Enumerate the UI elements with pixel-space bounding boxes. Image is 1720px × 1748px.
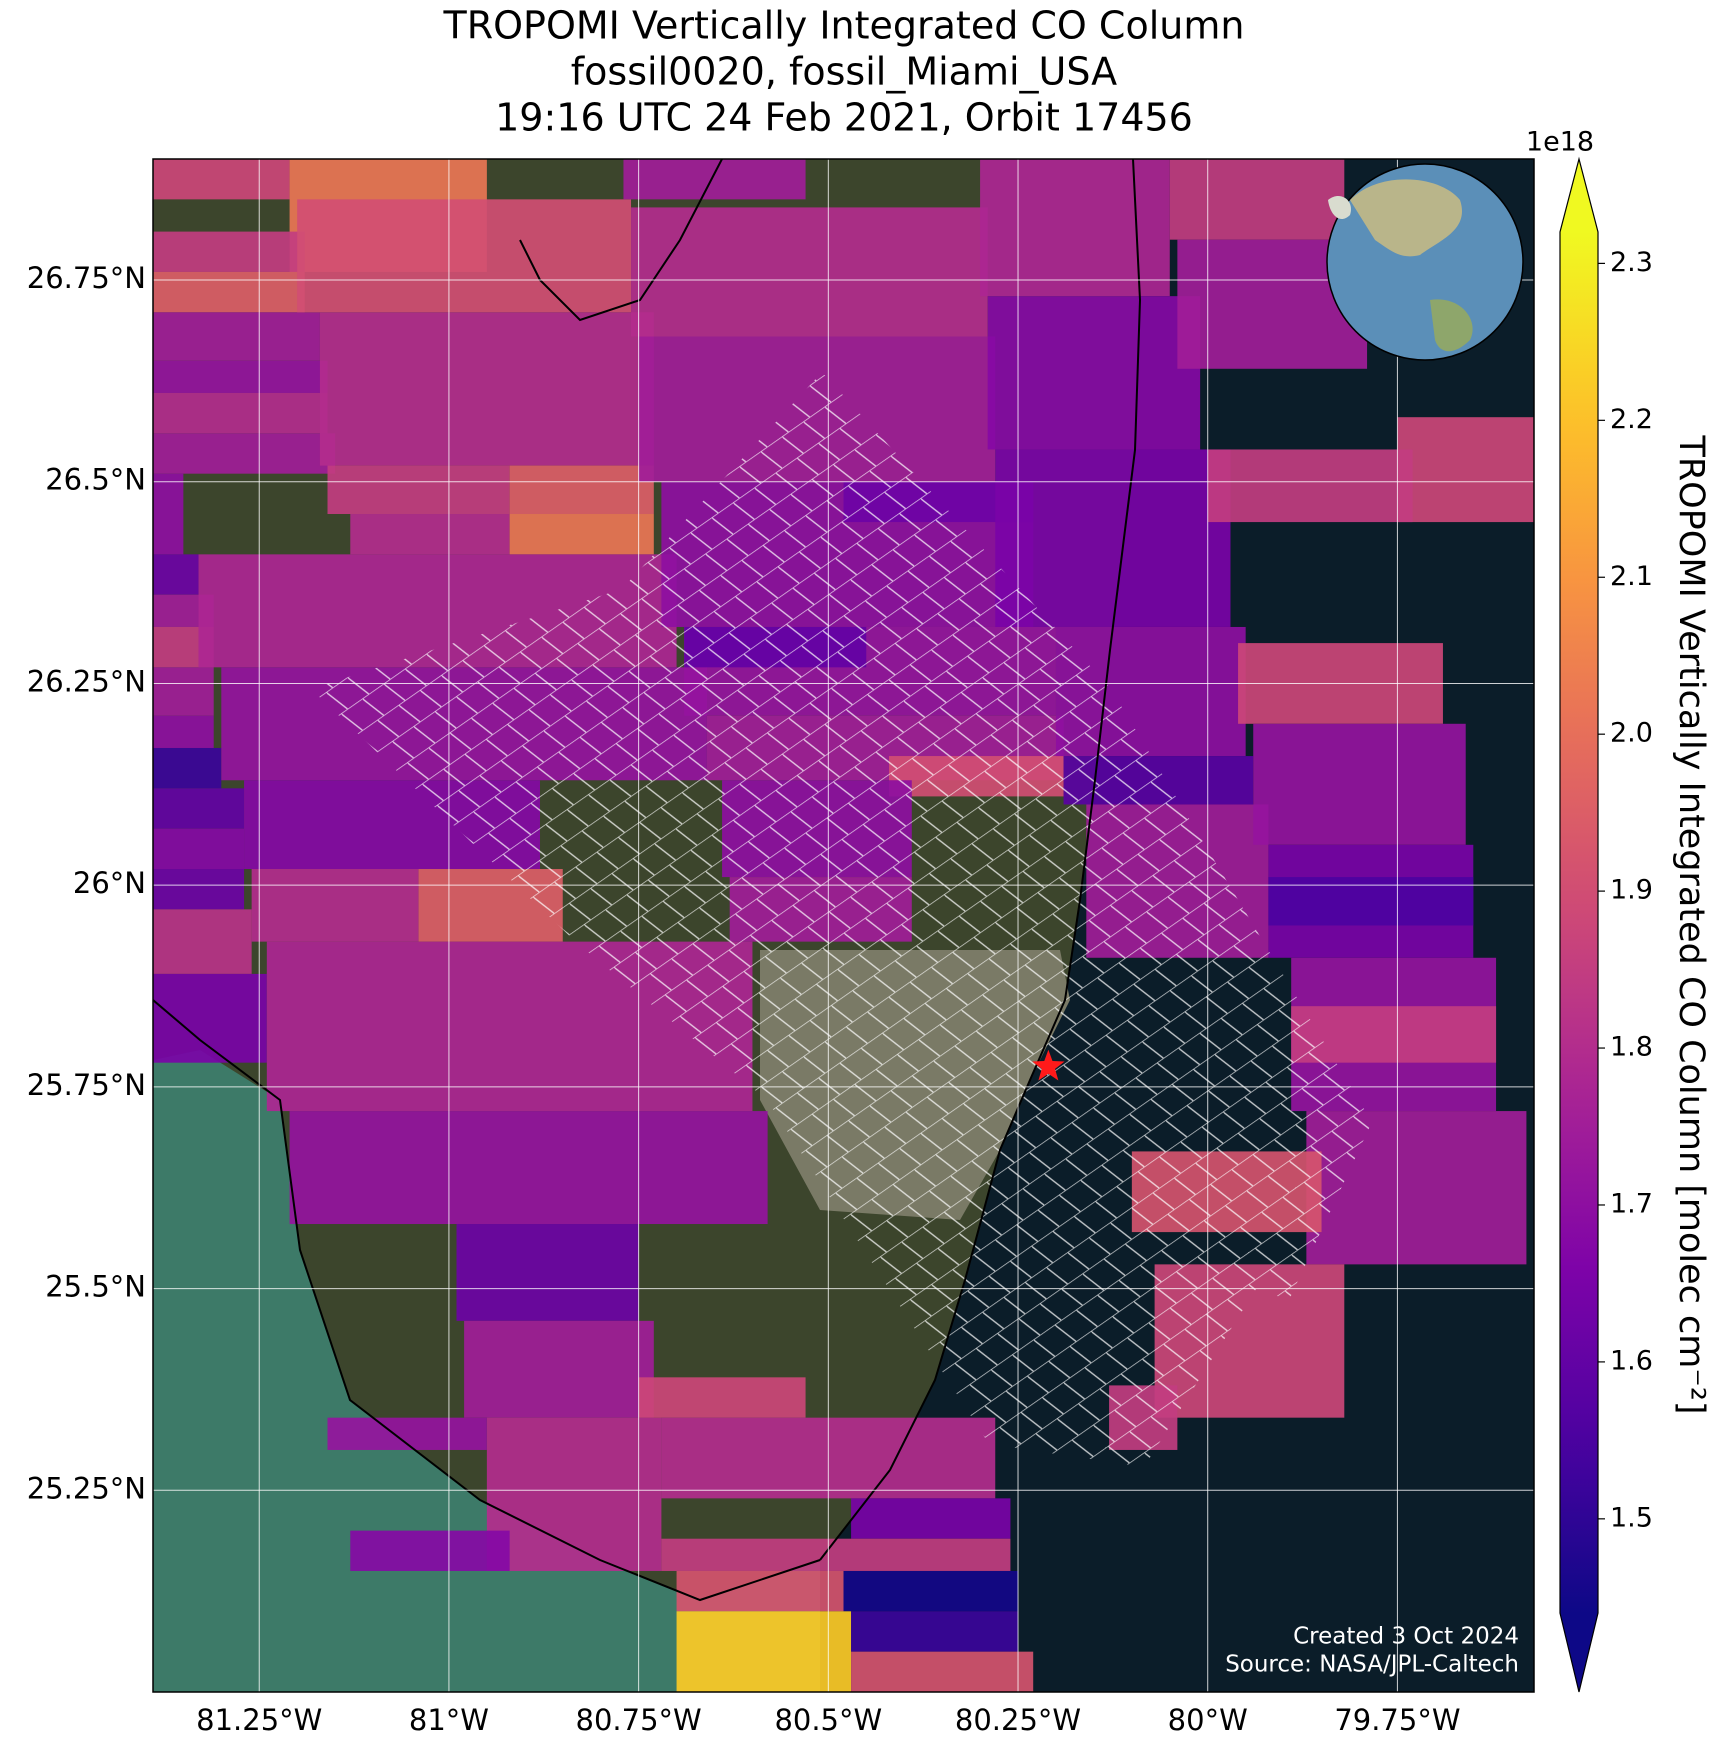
- co-cell: [350, 514, 510, 555]
- site-marker: [1032, 1049, 1065, 1081]
- colorbar-tick-label: 2.1: [1610, 561, 1653, 592]
- co-cell: [851, 1651, 1034, 1692]
- colorbar-tick-label: 1.5: [1610, 1502, 1653, 1533]
- co-cell: [851, 1611, 1019, 1652]
- colorbar-tick-label: 1.9: [1610, 875, 1653, 906]
- colorbar: [1560, 232, 1598, 1613]
- co-cell: [153, 788, 245, 829]
- co-cell: [987, 296, 1201, 450]
- coastline: [153, 159, 1142, 1602]
- colorbar-extend-max: [1560, 159, 1598, 232]
- co-cell: [1397, 417, 1534, 523]
- co-cell: [843, 1570, 1019, 1612]
- y-tick-label: 26.25°N: [27, 664, 146, 698]
- co-cell: [153, 312, 320, 361]
- co-cell: [153, 909, 252, 974]
- co-cell: [1268, 877, 1474, 926]
- co-cell: [509, 514, 654, 555]
- y-tick-label: 26.75°N: [27, 261, 146, 295]
- map-frame: [152, 158, 1535, 1693]
- co-cell: [631, 207, 988, 337]
- colorbar-tick-label: 1.8: [1610, 1032, 1653, 1063]
- co-cell: [350, 1530, 510, 1571]
- y-tick-label: 25.25°N: [27, 1471, 146, 1505]
- co-cell: [1253, 723, 1466, 845]
- co-cell: [153, 433, 336, 474]
- colorbar-tick-label: 2.0: [1610, 718, 1653, 749]
- title-line: fossil0020, fossil_Miami_USA: [571, 50, 1117, 94]
- co-cell: [289, 1111, 768, 1225]
- co-cell: [153, 828, 245, 870]
- co-cell: [1169, 159, 1345, 240]
- colorbar-multiplier: 1e18: [1526, 127, 1594, 158]
- colorbar-tick-label: 2.3: [1610, 247, 1653, 278]
- colorbar-frame: [1559, 156, 1599, 1693]
- co-cell: [676, 1611, 852, 1692]
- co-cell: [153, 869, 245, 910]
- co-cell: [509, 465, 654, 515]
- co-cell: [153, 231, 305, 272]
- colorbar-tick-label: 2.2: [1610, 404, 1653, 435]
- footer-text: Source: NASA/JPL-Caltech: [1225, 1652, 1519, 1678]
- fossil-grid: [311, 372, 1372, 1467]
- co-cell: [297, 199, 632, 313]
- co-cell: [153, 473, 184, 555]
- y-tick-label: 26°N: [73, 866, 146, 900]
- co-cell: [464, 1320, 654, 1418]
- colorbar-label: TROPOMI Vertically Integrated CO Column …: [1671, 434, 1711, 1414]
- co-cell: [153, 392, 328, 434]
- co-cell: [661, 1538, 1011, 1571]
- co-cell: [319, 312, 654, 466]
- co-cell: [638, 1377, 806, 1418]
- y-tick-label: 26.5°N: [45, 463, 146, 497]
- x-tick-label: 81.25°W: [196, 1703, 322, 1737]
- title-line: TROPOMI Vertically Integrated CO Column: [443, 4, 1245, 48]
- x-tick-label: 80.75°W: [576, 1703, 702, 1737]
- x-tick-label: 81°W: [409, 1703, 489, 1737]
- co-cell: [623, 159, 806, 200]
- co-cell: [1207, 449, 1413, 523]
- y-tick-label: 25.75°N: [27, 1068, 146, 1102]
- co-cell: [995, 449, 1231, 627]
- co-cell: [456, 1224, 639, 1321]
- co-cell: [153, 667, 214, 716]
- co-cell: [676, 1570, 844, 1612]
- co-cell: [153, 554, 199, 595]
- colorbar-tick-label: 1.7: [1610, 1188, 1653, 1219]
- co-cell: [153, 159, 290, 200]
- colorbar-tick-label: 1.6: [1610, 1345, 1653, 1376]
- co-cell: [153, 360, 328, 393]
- grid: [153, 159, 1534, 1692]
- co-cell: [327, 465, 510, 515]
- co-cell: [153, 973, 267, 1063]
- bay: [153, 1000, 820, 1692]
- co-cell: [486, 1417, 662, 1571]
- title-line: 19:16 UTC 24 Feb 2021, Orbit 17456: [495, 96, 1193, 140]
- footer-text: Created 3 Oct 2024: [1293, 1624, 1519, 1650]
- co-cell: [153, 715, 214, 748]
- x-tick-label: 79.75°W: [1334, 1703, 1460, 1737]
- co-cell: [153, 747, 222, 789]
- y-tick-label: 25.5°N: [45, 1270, 146, 1304]
- colorbar-extend-min: [1560, 1613, 1598, 1692]
- globe-inset: [1326, 163, 1524, 361]
- co-cell: [153, 271, 305, 313]
- co-cell: [851, 1498, 1011, 1539]
- co-cell: [251, 869, 419, 942]
- x-tick-label: 80.25°W: [955, 1703, 1081, 1737]
- co-cell: [980, 159, 1170, 297]
- map-area: [153, 159, 1534, 1692]
- x-tick-label: 80.5°W: [774, 1703, 882, 1737]
- x-tick-label: 80°W: [1168, 1703, 1248, 1737]
